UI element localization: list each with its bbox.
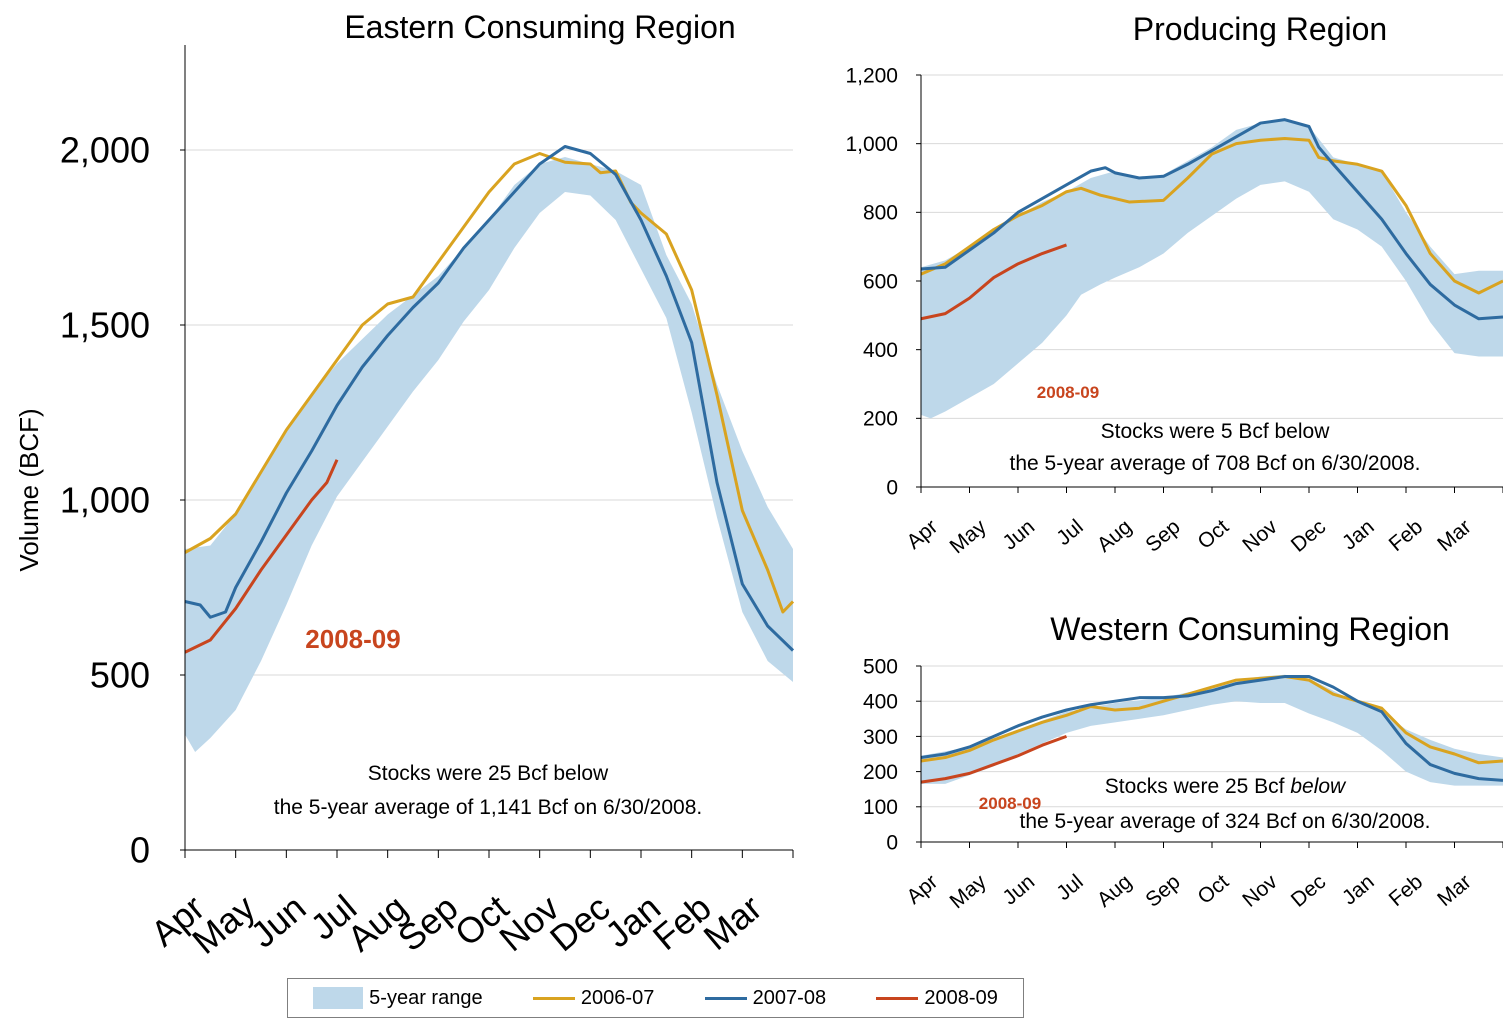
legend-label-range: 5-year range bbox=[369, 986, 483, 1009]
series-line-2006-07 bbox=[920, 675, 1503, 765]
annotation-line-2: the 5-year average of 708 Bcf on 6/30/20… bbox=[1010, 452, 1421, 475]
x-tick-label: Feb bbox=[1385, 870, 1428, 911]
x-tick-label: May bbox=[946, 870, 992, 913]
series-label-2008-09: 2008-09 bbox=[1037, 383, 1099, 402]
y-tick-label: 500 bbox=[863, 655, 898, 678]
legend-item-2008-09: 2008-09 bbox=[876, 986, 998, 1010]
x-tick-label: Jun bbox=[243, 887, 314, 956]
y-tick-label: 200 bbox=[863, 408, 898, 431]
series-line-2008-09 bbox=[184, 459, 339, 654]
x-tick-label: Sep bbox=[1141, 515, 1184, 557]
x-tick-label: Aug bbox=[1093, 870, 1136, 912]
y-tick-label: 0 bbox=[130, 830, 150, 871]
chart-title: Eastern Consuming Region bbox=[344, 9, 735, 45]
x-tick-label: May bbox=[946, 515, 992, 558]
x-tick-label: Jun bbox=[998, 870, 1039, 909]
y-tick-label: 1,000 bbox=[845, 133, 898, 156]
annotation-line-2: the 5-year average of 1,141 Bcf on 6/30/… bbox=[274, 796, 702, 819]
annotation-line-1: Stocks were 25 Bcf below bbox=[1105, 775, 1347, 798]
series-line-2008-09 bbox=[920, 243, 1068, 321]
x-tick-label: Mar bbox=[696, 887, 770, 958]
annotation-line-2: the 5-year average of 324 Bcf on 6/30/20… bbox=[1020, 810, 1431, 833]
y-tick-label: 1,200 bbox=[845, 64, 898, 87]
series-line-2007-08 bbox=[184, 145, 795, 652]
x-tick-label: Jan bbox=[1338, 515, 1379, 554]
x-tick-label: Dec bbox=[1287, 515, 1330, 557]
series-line-2008-09 bbox=[920, 734, 1068, 784]
range-band-5-year bbox=[185, 157, 793, 752]
chart-title: Western Consuming Region bbox=[1050, 611, 1450, 647]
y-tick-label: 0 bbox=[886, 831, 898, 854]
range-band-5-year bbox=[921, 119, 1503, 419]
y-axis-label: Volume (BCF) bbox=[14, 408, 44, 571]
x-tick-label: Nov bbox=[1238, 515, 1282, 557]
x-tick-label: Oct bbox=[1193, 870, 1233, 909]
legend-swatch-2006-07 bbox=[532, 996, 575, 1000]
y-tick-label: 300 bbox=[863, 726, 898, 749]
y-tick-label: 500 bbox=[90, 655, 150, 696]
legend-label-2008-09: 2008-09 bbox=[924, 986, 998, 1009]
series-line-2006-07 bbox=[184, 152, 795, 614]
eastern-region-chart: 05001,0001,5002,000AprMayJunJulAugSepOct… bbox=[14, 9, 795, 962]
x-tick-label: Sep bbox=[1141, 870, 1184, 912]
y-tick-label: 400 bbox=[863, 339, 898, 362]
legend-item-range: 5-year range bbox=[313, 986, 483, 1010]
x-tick-label: Jun bbox=[998, 515, 1039, 554]
y-tick-label: 100 bbox=[863, 796, 898, 819]
x-tick-label: Mar bbox=[1433, 870, 1475, 911]
y-tick-label: 1,000 bbox=[60, 480, 150, 521]
series-line-2006-07 bbox=[920, 137, 1503, 295]
legend-swatch-2008-09 bbox=[876, 996, 919, 1000]
y-tick-label: 800 bbox=[863, 202, 898, 225]
annotation-line-1: Stocks were 5 Bcf below bbox=[1101, 420, 1331, 443]
x-tick-label: Oct bbox=[1193, 515, 1233, 554]
legend-swatch-range bbox=[313, 987, 364, 1009]
legend-swatch-2007-08 bbox=[704, 996, 747, 1000]
legend-item-2006-07: 2006-07 bbox=[532, 986, 655, 1010]
x-tick-label: Nov bbox=[1238, 870, 1282, 912]
range-band-5-year bbox=[921, 674, 1503, 786]
y-tick-label: 200 bbox=[863, 761, 898, 784]
series-line-2007-08 bbox=[920, 118, 1503, 321]
series-line-2007-08 bbox=[920, 675, 1503, 782]
x-tick-label: Dec bbox=[1287, 870, 1330, 912]
y-tick-label: 600 bbox=[863, 270, 898, 293]
legend-label-2006-07: 2006-07 bbox=[580, 986, 655, 1009]
y-tick-label: 400 bbox=[863, 691, 898, 714]
x-tick-label: Jul bbox=[1052, 870, 1087, 905]
chart-legend: 5-year range 2006-07 2007-08 2008-09 bbox=[287, 978, 1024, 1018]
y-tick-label: 1,500 bbox=[60, 305, 150, 346]
x-tick-label: Apr bbox=[902, 515, 942, 554]
x-tick-label: Jul bbox=[1052, 515, 1087, 550]
x-tick-label: Jan bbox=[1338, 870, 1379, 909]
x-tick-label: Aug bbox=[1093, 515, 1136, 557]
series-label-2008-09: 2008-09 bbox=[305, 624, 400, 654]
legend-label-2007-08: 2007-08 bbox=[752, 986, 827, 1009]
x-tick-label: Mar bbox=[1433, 515, 1475, 556]
y-tick-label: 0 bbox=[886, 476, 898, 499]
x-tick-label: Feb bbox=[1385, 515, 1428, 556]
producing-region-chart: 0 200 400 600 800 1,000 1,200 Apr May Jun Jul Aug Se… bbox=[845, 11, 1503, 558]
western-region-chart: 0 100 200 300 400 500 Apr May Jun Jul Aug Sep Oct Nov… bbox=[863, 611, 1503, 913]
series-label-2008-09: 2008-09 bbox=[979, 794, 1041, 813]
x-tick-label: Apr bbox=[902, 870, 942, 909]
y-tick-label: 2,000 bbox=[60, 130, 150, 171]
annotation-line-1: Stocks were 25 Bcf below bbox=[368, 762, 609, 785]
legend-item-2007-08: 2007-08 bbox=[704, 986, 827, 1010]
chart-title: Producing Region bbox=[1133, 11, 1387, 47]
